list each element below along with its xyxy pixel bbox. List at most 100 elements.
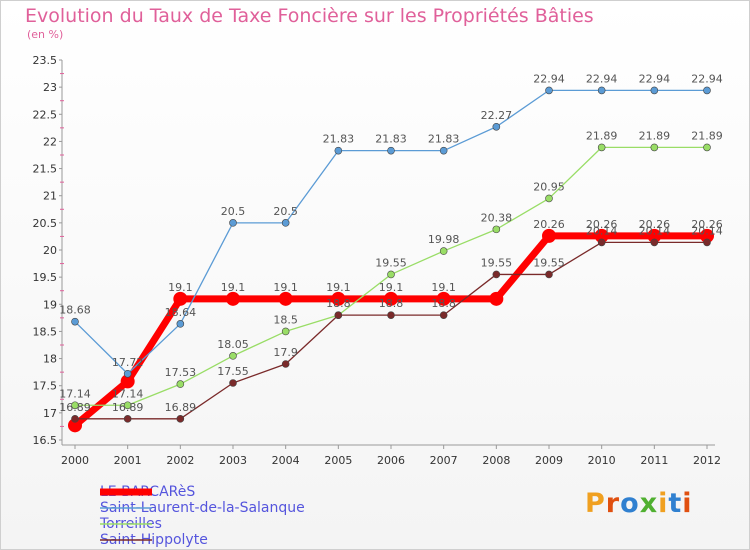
x-tick-label: 2002 xyxy=(166,454,194,467)
data-labels-layer: 19.1 19.1 19.1 19.1 19.1 19.120.26 20.26 20.26 2… xyxy=(59,72,723,413)
legend-item: Saint-Hippolyte xyxy=(100,532,305,548)
y-tick-label: 21.5 xyxy=(33,163,58,176)
y-tick-label: 18.5 xyxy=(33,325,58,338)
data-label: 21.83 xyxy=(428,133,460,146)
data-point xyxy=(439,146,448,155)
data-point xyxy=(542,228,556,243)
data-point xyxy=(229,352,237,360)
data-point xyxy=(492,225,501,234)
data-point xyxy=(545,86,553,95)
y-tick-label: 17 xyxy=(43,407,57,420)
data-label: 19.1 xyxy=(168,281,193,294)
data-point xyxy=(71,317,79,326)
data-point xyxy=(597,86,606,95)
data-label: 20.14 xyxy=(691,224,723,237)
y-tick-label: 18 xyxy=(43,353,57,366)
logo-letter: i xyxy=(658,488,669,519)
y-tick-label: 19.5 xyxy=(33,271,58,284)
legend: LE BARCARèS Saint-Laurent-de-la-Salanque… xyxy=(100,484,305,548)
y-tick-label: 20.5 xyxy=(33,217,58,230)
data-point xyxy=(334,146,343,155)
data-label: 20.14 xyxy=(639,224,671,237)
x-tick-label: 2006 xyxy=(377,454,405,467)
data-point xyxy=(387,270,395,279)
data-label: 18.8 xyxy=(431,297,456,310)
data-point xyxy=(176,320,185,328)
data-label: 20.5 xyxy=(273,205,298,218)
data-point xyxy=(68,418,82,433)
data-point xyxy=(597,143,606,152)
legend-swatch xyxy=(100,539,152,541)
legend-swatch xyxy=(100,488,152,496)
data-point xyxy=(703,86,711,95)
data-label: 20.5 xyxy=(221,205,246,218)
data-point xyxy=(176,380,185,388)
data-label: 22.94 xyxy=(639,72,671,85)
legend-label: Saint-Hippolyte xyxy=(100,532,208,548)
data-point xyxy=(489,291,504,306)
data-point xyxy=(647,228,662,243)
data-point xyxy=(594,228,609,243)
data-point xyxy=(439,247,448,255)
y-axis-unit: (en %) xyxy=(27,28,64,41)
data-point xyxy=(436,291,451,306)
data-label: 20.14 xyxy=(586,224,618,237)
x-tick-label: 2011 xyxy=(640,454,668,467)
data-point xyxy=(387,146,395,155)
data-label: 18.68 xyxy=(59,304,91,317)
data-point xyxy=(545,194,553,203)
data-label: 21.89 xyxy=(586,129,618,142)
x-tick-label: 2005 xyxy=(324,454,352,467)
data-point xyxy=(650,238,659,247)
data-point xyxy=(334,311,343,319)
x-tick-label: 2010 xyxy=(588,454,616,467)
data-label: 19.55 xyxy=(375,256,407,269)
data-label: 21.89 xyxy=(691,129,723,142)
legend-swatch xyxy=(100,507,152,509)
logo-letter: i xyxy=(682,488,693,519)
x-tick-label: 2000 xyxy=(61,454,89,467)
data-label: 20.95 xyxy=(533,180,565,193)
y-tick-label: 16.5 xyxy=(33,434,58,447)
data-label: 22.94 xyxy=(586,72,618,85)
data-label: 22.27 xyxy=(481,109,513,122)
y-tick-label: 22 xyxy=(43,135,57,148)
data-label: 16.89 xyxy=(165,401,197,414)
data-point xyxy=(123,401,132,410)
logo-letter: x xyxy=(639,488,659,519)
chart-title: Evolution du Taux de Taxe Foncière sur l… xyxy=(25,5,594,27)
legend-swatch xyxy=(100,523,152,525)
axes: 16.5 17 17.5 18 18.5 19 19.5 20 20.5 21 21.5 22 22.5… xyxy=(33,54,722,467)
y-tick-label: 21 xyxy=(43,190,57,203)
data-point xyxy=(439,311,448,319)
data-label: 19.55 xyxy=(533,256,565,269)
data-point xyxy=(492,122,501,131)
data-point xyxy=(700,228,714,243)
data-point xyxy=(650,143,659,152)
data-label: 19.1 xyxy=(221,281,246,294)
x-tick-label: 2004 xyxy=(272,454,300,467)
y-tick-label: 17.5 xyxy=(33,380,58,393)
data-label: 19.1 xyxy=(273,281,298,294)
data-point xyxy=(176,415,185,423)
data-point xyxy=(123,415,132,423)
data-label: 20.26 xyxy=(639,218,671,231)
data-label: 19.1 xyxy=(379,281,404,294)
x-tick-label: 2008 xyxy=(482,454,510,467)
y-tick-label: 22.5 xyxy=(33,108,58,121)
logo-letter: t xyxy=(668,488,683,519)
logo-letter: r xyxy=(605,488,621,519)
legend-label: Saint-Laurent-de-la-Salanque xyxy=(100,500,305,516)
data-label: 19.98 xyxy=(428,233,460,246)
data-point xyxy=(650,86,659,95)
data-point xyxy=(226,291,240,306)
data-label: 21.89 xyxy=(639,129,671,142)
data-point xyxy=(71,401,79,410)
data-point xyxy=(229,219,237,227)
data-point xyxy=(281,219,290,227)
data-label: 18.05 xyxy=(217,338,249,351)
data-point xyxy=(173,291,188,306)
data-label: 19.55 xyxy=(481,256,513,269)
